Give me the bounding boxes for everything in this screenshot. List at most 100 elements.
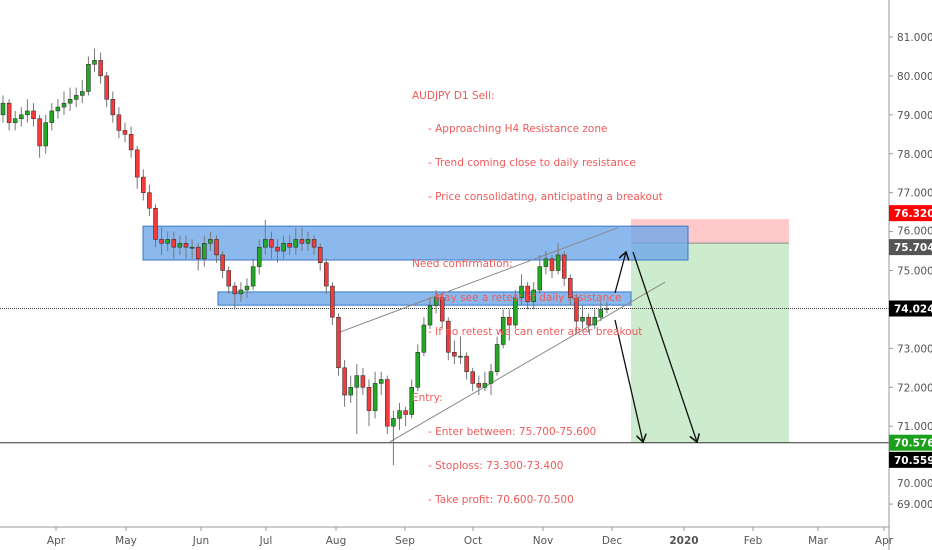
time-tick-label: 2020: [669, 535, 698, 547]
arrow-3[interactable]: [632, 251, 697, 442]
candle: [311, 239, 317, 248]
candle: [372, 383, 378, 411]
price-tag-74.024: 74.024: [894, 304, 932, 316]
time-tick-label: Feb: [744, 535, 763, 547]
arrows[interactable]: [614, 251, 697, 442]
price-axis[interactable]: 81.000 80.000 79.000 78.000 77.000 76.000 75.0…: [888, 0, 932, 550]
time-axis[interactable]: Apr May Jun Jul Aug Sep Oct Nov Dec 2020 Feb Mar Apr: [0, 526, 894, 547]
candle: [415, 352, 421, 388]
time-tick-label: Sep: [395, 535, 415, 547]
entry-range: - Enter between: 75.700-75.600: [428, 425, 597, 438]
candle: [317, 246, 323, 263]
candle: [12, 118, 18, 123]
candle: [580, 316, 585, 322]
candle: [128, 134, 134, 151]
price-tick-label: 79.000: [897, 110, 932, 122]
confirm-title: Need confirmation:: [412, 257, 513, 270]
candle: [598, 309, 604, 318]
trade-annotation[interactable]: AUDJPY D1 Sell: - Approaching H4 Resista…: [412, 68, 663, 517]
candle: [378, 379, 384, 384]
candles: [0, 48, 610, 466]
candle: [171, 239, 177, 248]
candle: [464, 355, 469, 372]
entry-title: Entry:: [412, 392, 443, 405]
candle: [330, 285, 335, 318]
price-tag-70.576: 70.576: [894, 438, 932, 450]
candle: [37, 118, 42, 147]
candle: [519, 285, 524, 299]
daily-resistance-zone[interactable]: [142, 225, 689, 261]
candle: [134, 149, 140, 178]
take-profit-area[interactable]: [631, 243, 789, 443]
candle: [305, 239, 311, 244]
arrow-1[interactable]: [614, 252, 626, 294]
candle: [446, 320, 451, 353]
price-tick-label: 73.000: [897, 343, 932, 355]
candle: [537, 266, 543, 291]
candle: [208, 239, 213, 244]
candle: [281, 243, 286, 252]
candle: [177, 243, 183, 248]
candle: [452, 352, 457, 357]
candle: [397, 410, 402, 419]
drawn-lines[interactable]: [0, 227, 889, 444]
resistance-zones[interactable]: [142, 225, 689, 306]
price-tick-label: 81.000: [897, 32, 932, 44]
candle: [299, 239, 305, 244]
candle: [31, 110, 36, 119]
candle: [110, 99, 116, 116]
time-tick-label: Apr: [47, 535, 66, 547]
candle: [507, 316, 512, 326]
candle: [354, 375, 360, 388]
candle: [269, 239, 274, 248]
candle: [531, 289, 536, 302]
candle: [513, 297, 518, 326]
price-tag-bg: [889, 451, 932, 468]
candle: [19, 114, 24, 119]
candle: [195, 246, 201, 260]
candle: [214, 239, 219, 256]
candle: [183, 243, 189, 248]
candle: [67, 99, 73, 104]
candle: [568, 278, 573, 299]
candle: [549, 258, 555, 271]
price-tag-bg: [889, 239, 932, 256]
time-tick-label: Oct: [464, 535, 482, 547]
candle: [275, 246, 280, 252]
candle: [293, 239, 299, 248]
candle: [98, 60, 103, 77]
time-tick-label: Aug: [326, 535, 347, 547]
candle: [592, 316, 597, 326]
candle: [86, 63, 91, 92]
candle: [159, 239, 164, 244]
candle: [385, 379, 390, 427]
candle: [232, 285, 238, 295]
position-tool[interactable]: [631, 219, 789, 443]
candle: [439, 297, 445, 322]
candle: [250, 266, 256, 287]
price-tick-label: 71.000: [897, 421, 932, 433]
candle: [555, 254, 561, 271]
price-tick-label: 75.000: [897, 266, 932, 278]
candle: [25, 110, 30, 116]
candle: [561, 254, 567, 279]
channel-upper-line[interactable]: [337, 227, 619, 334]
channel-lower-line[interactable]: [389, 281, 666, 443]
candle: [324, 262, 329, 287]
candle: [238, 289, 244, 295]
price-tick-label: 78.000: [897, 149, 932, 161]
candle: [256, 246, 262, 267]
reason-1: - Approaching H4 Resistance zone: [428, 123, 608, 136]
time-tick-label: Mar: [808, 535, 828, 547]
candle: [147, 192, 152, 209]
candle: [574, 297, 579, 322]
reason-3: - Price consolidating, anticipating a br…: [428, 191, 663, 204]
candle: [482, 383, 488, 388]
candle: [476, 383, 482, 388]
price-tag-76.320: 76.320: [894, 208, 932, 220]
arrow-2[interactable]: [614, 319, 643, 442]
confirm-2: - If no retest we can enter after breako…: [428, 325, 643, 338]
candle: [55, 106, 61, 112]
candle: [348, 387, 353, 396]
